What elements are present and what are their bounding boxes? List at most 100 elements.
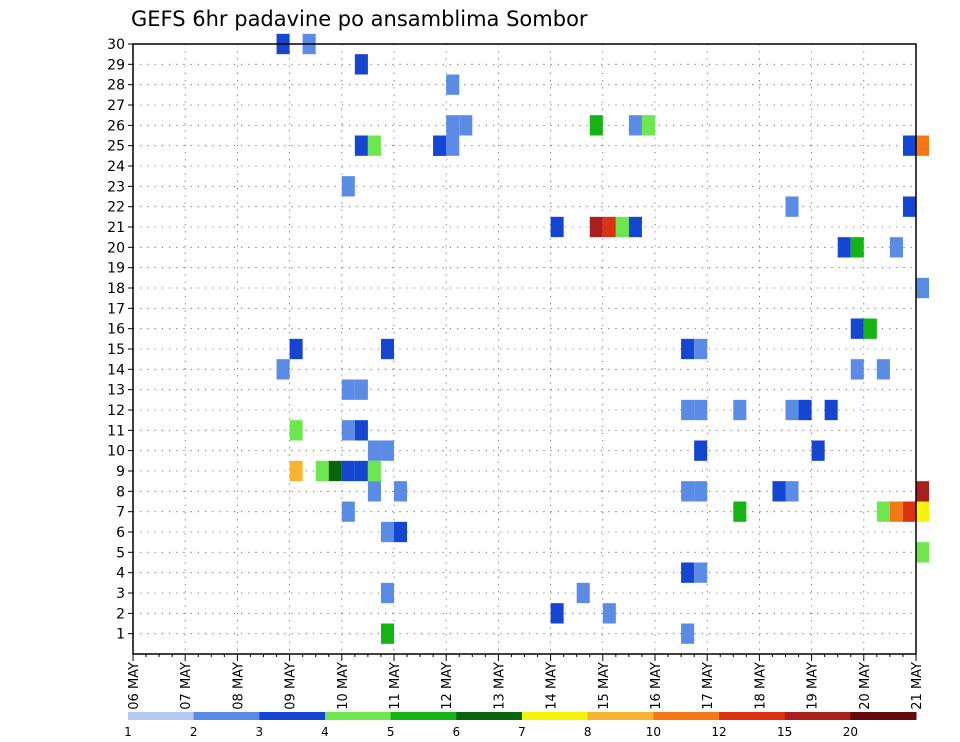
data-cell bbox=[341, 420, 355, 441]
data-cell bbox=[733, 501, 747, 522]
x-tick-label: 18 MAY bbox=[753, 662, 768, 710]
colorbar-label: 10 bbox=[646, 725, 661, 739]
data-cell bbox=[628, 216, 642, 238]
data-cell bbox=[354, 420, 368, 441]
data-cell bbox=[354, 379, 368, 400]
x-tick-label: 13 MAY bbox=[492, 662, 507, 710]
data-cell bbox=[863, 318, 877, 339]
data-cell bbox=[681, 562, 695, 583]
colorbar-label: 5 bbox=[387, 725, 395, 739]
data-cell bbox=[850, 318, 864, 339]
y-tick-label: 23 bbox=[107, 179, 125, 195]
colorbar-label: 1 bbox=[124, 725, 132, 739]
colorbar-swatch bbox=[850, 712, 917, 720]
data-cell bbox=[380, 338, 394, 360]
y-tick-label: 24 bbox=[107, 159, 125, 175]
data-cell bbox=[876, 501, 890, 522]
y-tick-label: 4 bbox=[116, 566, 125, 582]
colorbar-label: 2 bbox=[190, 725, 198, 739]
colorbar: 1 2 3 4 5 6 7 8 10 12 15 20 bbox=[124, 712, 917, 739]
data-cell bbox=[889, 237, 903, 258]
data-cell bbox=[380, 521, 394, 543]
y-tick-label: 10 bbox=[107, 444, 125, 460]
data-cell bbox=[380, 582, 394, 604]
data-cell bbox=[394, 521, 408, 543]
x-tick-label: 07 MAY bbox=[179, 662, 194, 710]
y-tick-label: 28 bbox=[107, 78, 125, 94]
data-cell bbox=[289, 420, 303, 441]
y-tick-label: 18 bbox=[107, 281, 125, 297]
x-tick-label: 06 MAY bbox=[127, 662, 142, 710]
x-tick-label: 11 MAY bbox=[388, 662, 403, 710]
data-cell bbox=[916, 481, 930, 502]
colorbar-swatch bbox=[259, 712, 326, 720]
data-cell bbox=[446, 115, 460, 136]
data-cell bbox=[889, 501, 903, 522]
data-cell bbox=[681, 623, 695, 644]
data-cell bbox=[916, 135, 930, 156]
data-cell bbox=[902, 196, 916, 217]
data-cell bbox=[681, 399, 695, 421]
data-cell bbox=[694, 562, 708, 583]
data-cell bbox=[446, 135, 460, 156]
data-cell bbox=[367, 440, 381, 461]
data-cell bbox=[289, 338, 303, 360]
colorbar-swatch bbox=[128, 712, 195, 720]
colorbar-label: 4 bbox=[321, 725, 329, 739]
data-cell bbox=[694, 399, 708, 421]
y-tick-label: 17 bbox=[107, 301, 125, 317]
data-cell bbox=[772, 481, 786, 502]
data-cell bbox=[850, 237, 864, 258]
data-cell bbox=[850, 359, 864, 380]
y-tick-label: 21 bbox=[107, 220, 125, 236]
data-cell bbox=[289, 460, 303, 482]
data-cell bbox=[694, 481, 708, 502]
y-tick-label: 25 bbox=[107, 139, 125, 155]
y-axis-ticks: 1234567891011121314151617181920212223242… bbox=[107, 37, 133, 643]
data-cell bbox=[615, 216, 629, 238]
grid-lines bbox=[133, 44, 916, 654]
colorbar-label: 20 bbox=[843, 725, 858, 739]
y-tick-label: 1 bbox=[116, 627, 125, 643]
y-tick-label: 11 bbox=[107, 423, 125, 439]
data-cell bbox=[824, 399, 838, 421]
colorbar-label: 12 bbox=[711, 725, 726, 739]
data-cell bbox=[837, 237, 851, 258]
y-tick-label: 6 bbox=[116, 525, 125, 541]
data-cell bbox=[694, 338, 708, 360]
data-cell bbox=[380, 440, 394, 461]
data-cell bbox=[354, 135, 368, 156]
data-cell bbox=[380, 623, 394, 644]
data-cell bbox=[367, 460, 381, 482]
data-cell bbox=[902, 501, 916, 522]
y-tick-label: 2 bbox=[116, 606, 125, 622]
colorbar-swatch bbox=[325, 712, 392, 720]
x-tick-label: 08 MAY bbox=[231, 662, 246, 710]
data-cell bbox=[433, 135, 447, 156]
plot-frame bbox=[132, 43, 917, 655]
data-cell bbox=[785, 399, 799, 421]
colorbar-swatch bbox=[390, 712, 457, 720]
x-tick-label: 21 MAY bbox=[910, 662, 925, 710]
x-tick-label: 19 MAY bbox=[806, 662, 821, 710]
y-tick-label: 7 bbox=[116, 505, 125, 521]
y-tick-label: 9 bbox=[116, 464, 125, 480]
data-cell bbox=[641, 115, 655, 136]
x-tick-label: 14 MAY bbox=[545, 662, 560, 710]
x-axis-ticks: 06 MAY 07 MAY 08 MAY 09 MAY 10 MAY 11 MAY 12 M… bbox=[127, 654, 925, 710]
x-tick-label: 17 MAY bbox=[701, 662, 716, 710]
data-cell bbox=[459, 115, 473, 136]
x-tick-label: 09 MAY bbox=[284, 662, 299, 710]
chart-title: GEFS 6hr padavine po ansamblima Sombor bbox=[131, 7, 588, 31]
data-cell bbox=[589, 216, 603, 238]
colorbar-label: 8 bbox=[584, 725, 592, 739]
data-cell bbox=[916, 542, 930, 563]
data-cell bbox=[341, 379, 355, 400]
colorbar-label: 15 bbox=[777, 725, 792, 739]
x-tick-label: 10 MAY bbox=[336, 662, 351, 710]
colorbar-swatch bbox=[784, 712, 851, 720]
data-cell bbox=[811, 440, 825, 461]
colorbar-swatch bbox=[193, 712, 260, 720]
data-cell bbox=[916, 501, 930, 522]
data-cell bbox=[276, 359, 290, 380]
